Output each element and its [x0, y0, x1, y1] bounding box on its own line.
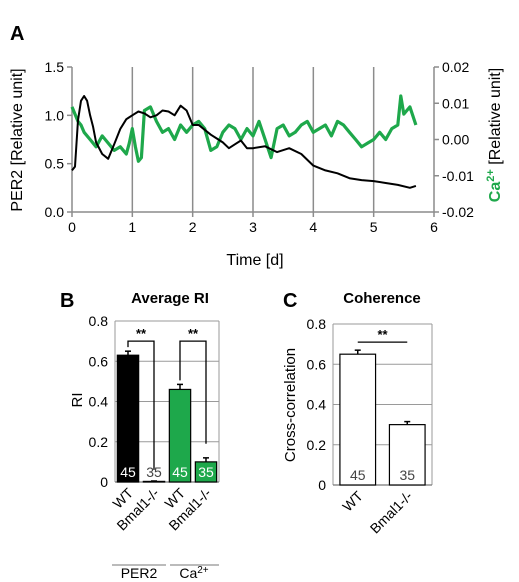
y2-tick-label: 0.01	[442, 95, 469, 111]
series-line-per2	[71, 95, 417, 189]
y-tick-label: 0.0	[45, 204, 65, 220]
y-axis-label: PER2 [Relative unit]	[9, 68, 26, 211]
y2-label-suffix: [Relative unit]	[487, 68, 504, 169]
bar	[116, 354, 140, 483]
y-tick-label: 0.2	[89, 434, 109, 450]
y-tick-label: 0.8	[307, 316, 327, 332]
y-tick-label: 0.2	[307, 437, 327, 453]
y2-tick-label: -0.02	[442, 204, 474, 220]
y-tick-label: 0.4	[307, 397, 327, 413]
x-tick-label: 2	[189, 219, 197, 235]
x-tick-label: 5	[370, 219, 378, 235]
chart-c-title: Coherence	[343, 290, 421, 307]
group-label-ca-base: Ca	[179, 565, 197, 581]
y2-tick-label: -0.01	[442, 168, 474, 184]
n-label: 45	[350, 467, 366, 483]
y-tick-label: 0.6	[89, 353, 109, 369]
y2-label-prefix: Ca	[487, 182, 504, 203]
group-label-per2: PER2	[121, 565, 158, 581]
x-tick-label: 4	[309, 219, 317, 235]
group-label-ca-sup: 2+	[197, 565, 209, 576]
panel-c-letter: C	[283, 290, 297, 312]
category-label: WT	[339, 487, 366, 514]
y-tick-label: 1.5	[45, 59, 65, 75]
y2-tick-label: 0.02	[442, 59, 469, 75]
y-tick-label: 0	[100, 474, 108, 490]
y-tick-label: 0.4	[89, 394, 109, 410]
panel-c-bar-chart: 0 0.2 0.4 0.6 0.8 45 WT 35 Bmal1-/- **	[307, 316, 433, 537]
y-tick-label: 0.6	[307, 356, 327, 372]
y-tick-label: 0.8	[89, 313, 109, 329]
x-tick-label: 6	[430, 219, 438, 235]
x-tick-label: 1	[128, 219, 136, 235]
n-label: 35	[146, 464, 162, 480]
panel-a-line-chart: 0 1 2 3 4 5 6 0.0 0.5 1.0 1.5 -0.02 -0.01 0.00 0.01 0.0…	[45, 59, 475, 235]
y-tick-label: 1.0	[45, 107, 65, 123]
n-label: 35	[198, 464, 214, 480]
y2-axis-label: Ca2+ [Relative unit]	[485, 68, 504, 202]
n-label: 45	[172, 464, 188, 480]
significance-label: **	[188, 326, 199, 341]
significance-bracket	[179, 340, 207, 444]
group-label-ca: Ca2+	[179, 565, 208, 581]
y2-label-sup: 2+	[485, 169, 497, 182]
panel-b-bar-chart: 00.20.40.60.845WT35Bmal1-/-45WT35Bmal1-/…	[89, 313, 220, 566]
significance-label: **	[136, 326, 147, 341]
n-label: 35	[399, 467, 415, 483]
x-tick-label: 0	[68, 219, 76, 235]
series-line-ca	[70, 94, 418, 163]
chart-b-title: Average RI	[131, 290, 209, 307]
chart-c-ylabel: Cross-correlation	[282, 348, 299, 462]
y-tick-label: 0	[318, 477, 326, 493]
panel-a-letter: A	[10, 23, 24, 45]
bar	[339, 353, 377, 486]
x-tick-label: 3	[249, 219, 257, 235]
significance-bracket	[127, 340, 155, 470]
n-label: 45	[120, 464, 136, 480]
category-label: Bmal1-/-	[367, 488, 416, 537]
chart-b-ylabel: RI	[69, 393, 86, 408]
y-tick-label: 0.5	[45, 156, 65, 172]
panel-b-letter: B	[60, 290, 74, 312]
x-axis-label: Time [d]	[226, 252, 283, 269]
y2-tick-label: 0.00	[442, 132, 469, 148]
significance-label: **	[377, 327, 388, 342]
